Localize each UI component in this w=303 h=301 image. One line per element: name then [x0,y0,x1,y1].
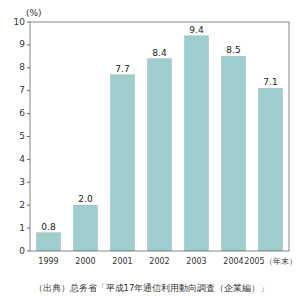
bars [36,36,282,251]
bar [110,75,134,251]
data-labels: 0.8 2.0 7.7 8.4 9.4 8.5 7.1 [41,25,277,232]
data-label: 9.4 [189,25,204,35]
y-axis-label: (%) [26,8,42,18]
y-tick [27,67,30,68]
y-tick-label: 3 [19,177,25,187]
x-tick-label: 2000 [75,257,95,266]
y-tick [27,182,30,183]
y-tick-label: 5 [19,131,25,141]
y-tick-label: 0 [19,246,25,256]
y-tick [27,90,30,91]
data-label: 2.0 [78,194,93,204]
bar [147,59,171,251]
y-tick-label: 10 [14,17,26,27]
data-label: 8.5 [226,45,240,55]
data-label: 7.1 [263,77,277,87]
x-tick-label: 2004 [223,257,243,266]
y-tick-label: 8 [19,62,25,72]
bar [73,205,97,251]
y-axis: 0 1 2 3 4 5 6 7 8 9 10 [14,17,30,256]
data-label: 8.4 [152,48,167,58]
y-tick-label: 2 [19,200,25,210]
y-tick [27,251,30,252]
plot-area [30,22,289,251]
y-tick-label: 4 [19,154,25,164]
y-tick-label: 7 [19,85,25,95]
bar [36,233,60,251]
plot-frame [30,22,289,251]
data-label: 0.8 [41,222,56,232]
bar [258,88,282,251]
bar [221,56,245,251]
y-tick-label: 9 [19,39,25,49]
y-tick [27,159,30,160]
chart: 0 1 2 3 4 5 6 7 8 9 10 0.8 2.0 7.7 8.4 9.4 8.5 7.1 1999 200… [0,0,303,301]
caption: （出典）总务省「平成17年通信利用動向調査（企業編）」 [34,283,270,293]
x-tick-label: 2003 [186,257,206,266]
y-tick [27,113,30,114]
y-tick [27,136,30,137]
data-label: 7.7 [115,64,129,74]
y-tick-label: 1 [19,223,25,233]
x-tick-label: 2001 [112,257,132,266]
y-tick-label: 6 [19,108,25,118]
chart-container: 0 1 2 3 4 5 6 7 8 9 10 0.8 2.0 7.7 8.4 9.4 8.5 7.1 1999 200… [0,0,303,301]
y-tick [27,22,30,23]
x-tick-label: 2002 [149,257,169,266]
x-tick-label: 1999 [38,257,58,266]
y-tick [27,228,30,229]
y-tick [27,205,30,206]
bar [184,36,208,251]
x-axis: 1999 2000 2001 2002 2003 20042005（年末） [38,257,296,266]
y-tick [27,44,30,45]
x-tick-label: 2005（年末） [244,257,296,266]
